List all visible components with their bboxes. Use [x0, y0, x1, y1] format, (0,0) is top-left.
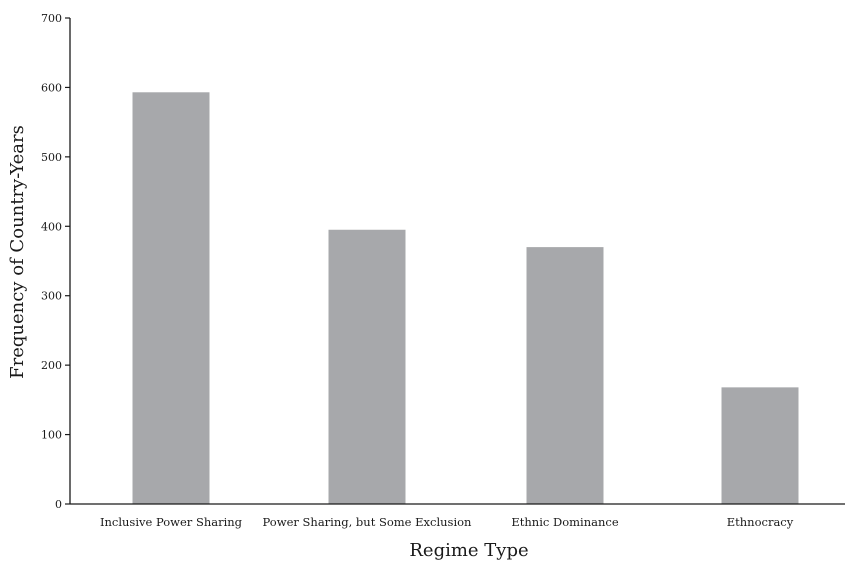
- x-category-label: Ethnocracy: [727, 515, 794, 529]
- x-axis: Inclusive Power Sharing Power Sharing, bu…: [70, 503, 845, 529]
- x-category-label: Ethnic Dominance: [511, 515, 618, 529]
- y-tick-label: 100: [41, 429, 62, 442]
- y-axis: 0 100 200 300 400 500 600 700: [41, 12, 71, 511]
- x-axis-title: Regime Type: [409, 540, 528, 561]
- bar-2: [328, 229, 406, 504]
- bars-group: [132, 92, 799, 504]
- bar-1: [132, 92, 210, 504]
- y-tick-label: 400: [41, 220, 62, 233]
- y-tick-label: 200: [41, 359, 62, 372]
- y-tick-label: 700: [41, 12, 62, 25]
- y-tick-label: 600: [41, 81, 62, 94]
- y-tick-label: 0: [55, 498, 62, 511]
- y-tick-label: 500: [41, 151, 62, 164]
- x-category-label: Power Sharing, but Some Exclusion: [263, 515, 473, 529]
- y-axis-title: Frequency of Country-Years: [7, 125, 28, 379]
- bar-4: [721, 387, 799, 504]
- y-tick-label: 300: [41, 290, 62, 303]
- x-category-label: Inclusive Power Sharing: [100, 515, 243, 529]
- bar-3: [526, 247, 604, 504]
